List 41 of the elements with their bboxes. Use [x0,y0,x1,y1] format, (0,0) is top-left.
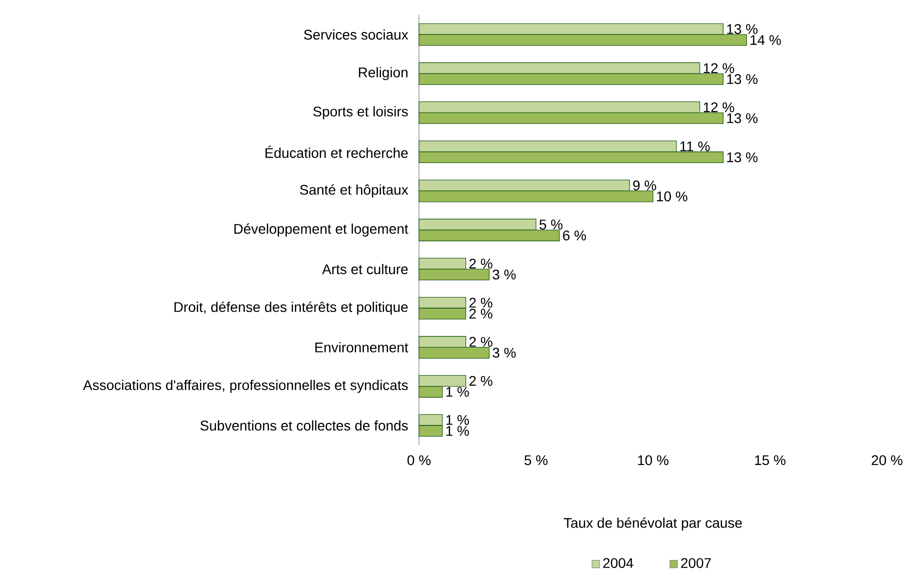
y-tick-label: Développement et logement [234,223,408,237]
data-label: 13 % [727,113,758,124]
data-label: 2 % [469,298,492,308]
x-tick-label: 20 % [872,455,902,466]
data-label: 1 % [446,426,469,436]
y-tick-label: Services sociaux [304,29,408,40]
y-tick-label: Religion [358,67,408,80]
y-tick-label: Droit, défense des intérêts et politique [174,302,408,315]
y-tick-label: Subventions et collectes de fonds [200,420,408,431]
data-label: 12 % [704,63,734,74]
y-tick-label: Arts et culture [322,264,408,274]
y-tick-label: Santé et hôpitaux [300,184,408,198]
data-label: 2 % [469,336,492,347]
data-label: 5 % [540,220,563,230]
data-label: 6 % [563,230,586,240]
data-label: 3 % [492,270,516,280]
x-tick-label: 15 % [755,455,786,466]
data-label: 13 % [727,24,758,34]
data-label: 11 % [680,141,710,152]
y-tick-label: Environnement [315,342,408,352]
legend-label: 2007 [681,558,711,568]
data-label: 13 % [727,152,758,162]
x-axis-title: Taux de bénévolat par cause [564,517,742,531]
data-label: 1 % [446,386,469,397]
y-tick-label: Éducation et recherche [266,146,408,158]
x-tick-label: 5 % [524,455,548,466]
data-label: 14 % [750,35,781,45]
data-label: 9 % [633,180,656,190]
data-label: 2 % [469,308,492,319]
data-label: 10 % [656,191,688,202]
x-tick-label: 10 % [638,455,668,466]
y-tick-label: Sports et loisirs [313,106,408,120]
data-label: 12 % [704,102,734,112]
data-label: 1 % [446,415,469,425]
legend-label: 2004 [603,558,634,568]
data-label: 3 % [492,348,516,358]
data-label: 2 % [469,376,492,386]
data-label: 13 % [727,74,758,84]
data-label: 2 % [469,258,492,269]
x-tick-label: 0 % [407,455,431,466]
y-tick-label: Associations d'affaires, professionnelles et syndicats [83,380,408,393]
